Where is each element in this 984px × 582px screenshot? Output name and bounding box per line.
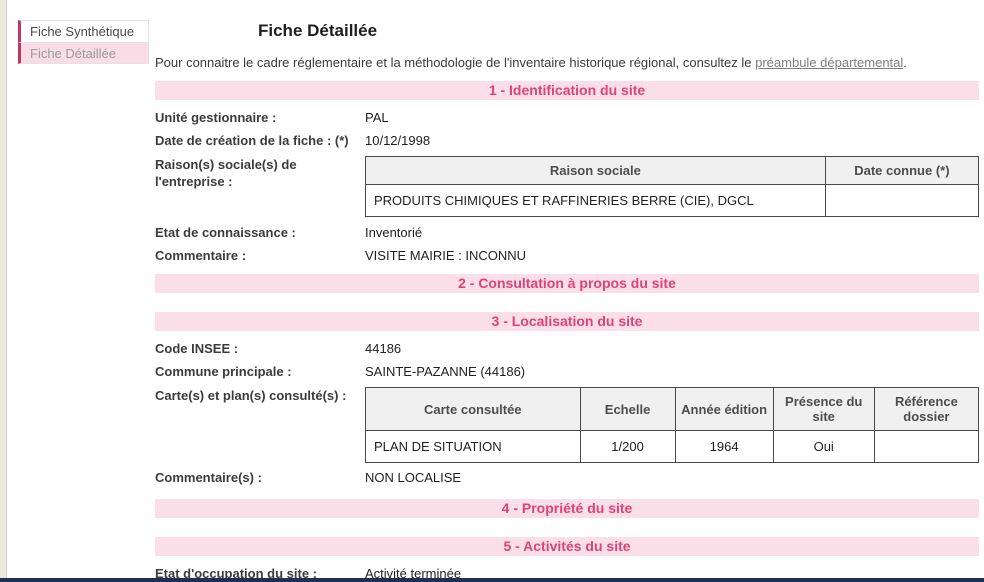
echelle-cell: 1/200 (579, 430, 676, 463)
field-row-date-creation: Date de création de la fiche : (*) 10/12… (155, 132, 979, 149)
field-row-cartes-plans: Carte(s) et plan(s) consulté(s) : Carte … (155, 387, 980, 463)
sidebar-item-fiche-synthetique[interactable]: Fiche Synthétique (18, 20, 149, 42)
unite-gestionnaire-label: Unité gestionnaire : (155, 110, 277, 125)
sidebar-nav: Fiche Synthétique Fiche Détaillée (18, 20, 149, 64)
etat-connaissance-value: Inventorié (365, 225, 423, 240)
code-insee-value: 44186 (365, 341, 402, 356)
date-connue-cell (824, 184, 980, 217)
raison-sociale-table: Raison sociale Date connue (*) PRODUITS … (365, 156, 980, 217)
commentaires-label: Commentaire(s) : (155, 470, 262, 485)
section-header-consultation: 2 - Consultation à propos du site (155, 274, 979, 293)
cartes-plans-label: Carte(s) et plan(s) consulté(s) : (155, 388, 347, 403)
intro-suffix: . (903, 55, 907, 70)
section-header-identification: 1 - Identification du site (155, 81, 979, 100)
field-row-commentaire: Commentaire : VISITE MAIRIE : INCONNU (155, 247, 979, 264)
intro-text: Pour connaitre le cadre réglementaire et… (155, 55, 979, 71)
presence-du-site-cell: Oui (772, 430, 875, 463)
main-content: Fiche Détaillée Pour connaitre le cadre … (155, 0, 980, 582)
section-header-propriete: 4 - Propriété du site (155, 499, 979, 518)
date-creation-value: 10/12/1998 (365, 133, 431, 148)
field-row-code-insee: Code INSEE : 44186 (155, 340, 979, 357)
table-header-row: Raison sociale Date connue (*) (365, 156, 980, 185)
field-row-unite-gestionnaire: Unité gestionnaire : PAL (155, 109, 979, 126)
commentaire-label: Commentaire : (155, 248, 247, 263)
annee-edition-cell: 1964 (674, 430, 774, 463)
page-title: Fiche Détaillée (258, 21, 378, 40)
table-row: PRODUITS CHIMIQUES ET RAFFINERIES BERRE … (365, 184, 980, 217)
raison-sociale-label: Raison(s) sociale(s) de l'entreprise : (155, 157, 297, 189)
etat-occupation-label: Etat d'occupation du site : (155, 566, 317, 581)
commune-principale-label: Commune principale : (155, 364, 292, 379)
section-header-activites: 5 - Activités du site (155, 537, 979, 556)
reference-dossier-cell (873, 430, 980, 463)
etat-connaissance-label: Etat de connaissance : (155, 225, 296, 240)
window-edge-strip (0, 0, 7, 582)
presence-du-site-column-header: Présence du site (772, 387, 875, 431)
preambule-departemental-link[interactable]: préambule départemental (755, 55, 904, 70)
commentaires-value: NON LOCALISE (365, 470, 462, 485)
date-creation-label: Date de création de la fiche : (*) (155, 133, 349, 148)
carte-consultee-column-header: Carte consultée (365, 387, 581, 431)
code-insee-label: Code INSEE : (155, 341, 239, 356)
commune-principale-value: SAINTE-PAZANNE (44186) (365, 364, 526, 379)
field-row-etat-occupation: Etat d'occupation du site : Activité ter… (155, 565, 979, 582)
etat-occupation-value: Activité terminée (365, 566, 462, 581)
reference-dossier-column-header: Référence dossier (873, 387, 980, 431)
intro-prefix: Pour connaitre le cadre réglementaire et… (155, 55, 756, 70)
commentaire-value: VISITE MAIRIE : INCONNU (365, 248, 527, 263)
sidebar-item-fiche-detaillee[interactable]: Fiche Détaillée (18, 42, 149, 64)
raison-sociale-column-header: Raison sociale (365, 156, 826, 185)
table-row: PLAN DE SITUATION 1/200 1964 Oui (365, 430, 980, 463)
window-bottom-edge (0, 578, 984, 582)
annee-edition-column-header: Année édition (674, 387, 774, 431)
cartes-consultees-table: Carte consultée Echelle Année édition Pr… (365, 387, 980, 463)
field-row-raison-sociale: Raison(s) sociale(s) de l'entreprise : R… (155, 156, 980, 217)
date-connue-column-header: Date connue (*) (824, 156, 980, 185)
unite-gestionnaire-value: PAL (365, 110, 389, 125)
carte-consultee-cell: PLAN DE SITUATION (365, 430, 581, 463)
table-header-row: Carte consultée Echelle Année édition Pr… (365, 387, 980, 431)
echelle-column-header: Echelle (579, 387, 676, 431)
field-row-commune-principale: Commune principale : SAINTE-PAZANNE (441… (155, 363, 979, 380)
section-header-localisation: 3 - Localisation du site (155, 312, 979, 331)
field-row-commentaires: Commentaire(s) : NON LOCALISE (155, 469, 979, 486)
field-row-etat-connaissance: Etat de connaissance : Inventorié (155, 224, 979, 241)
raison-sociale-cell: PRODUITS CHIMIQUES ET RAFFINERIES BERRE … (365, 184, 826, 217)
